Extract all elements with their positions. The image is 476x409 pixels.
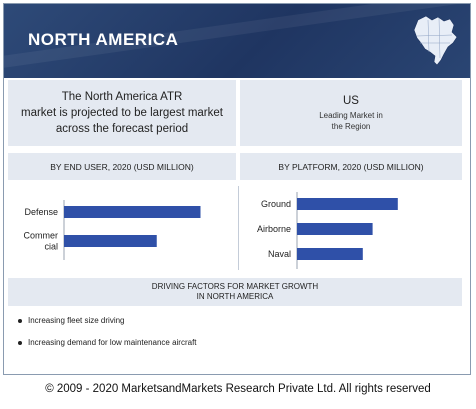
bullet-icon [18, 319, 22, 323]
driving-factors-header: DRIVING FACTORS FOR MARKET GROWTH IN NOR… [8, 278, 462, 306]
headline-panel: The North America ATR market is projecte… [8, 80, 236, 146]
category-label-airborne: Airborne [257, 224, 291, 234]
bar-commercial [64, 235, 157, 247]
factor-text: Increasing fleet size driving [28, 316, 125, 325]
leading-market-panel: US Leading Market in the Region [240, 80, 462, 146]
factor-item: Increasing demand for low maintenance ai… [18, 338, 458, 360]
bullet-icon [18, 341, 22, 345]
end-user-bar-chart: Defense Commer cial [23, 200, 201, 260]
infographic-frame: NORTH AMERICA [3, 3, 471, 375]
factor-text: Increasing demand for low maintenance ai… [28, 338, 197, 347]
category-label-defense: Defense [24, 207, 58, 217]
platform-subtitle: BY PLATFORM, 2020 (USD MILLION) [240, 153, 462, 180]
headline-line-3: across the forecast period [55, 123, 189, 135]
factor-item: Increasing fleet size driving [18, 316, 458, 338]
region-title: NORTH AMERICA [28, 30, 179, 49]
leading-description: Leading Market in the Region [319, 110, 383, 132]
bar-naval [297, 248, 363, 260]
bar-ground [297, 198, 398, 210]
category-label-naval: Naval [268, 249, 291, 259]
header-banner: NORTH AMERICA [4, 4, 470, 78]
leading-country: US [343, 94, 359, 107]
leading-description-line-2: the Region [331, 121, 371, 131]
end-user-subtitle: BY END USER, 2020 (USD MILLION) [8, 153, 236, 180]
leading-description-line-1: Leading Market in [319, 110, 383, 120]
north-america-map-icon [413, 15, 458, 66]
bar-airborne [297, 223, 373, 235]
driving-factors-title-1: DRIVING FACTORS FOR MARKET GROWTH [151, 282, 319, 291]
copyright-notice: © 2009 - 2020 MarketsandMarkets Research… [45, 383, 431, 395]
chart-divider [238, 186, 239, 270]
headline-line-1: The North America ATR [61, 91, 183, 103]
headline-line-2: market is projected to be largest market [21, 107, 223, 119]
platform-bar-chart: Ground Airborne Naval [257, 192, 398, 269]
category-label-ground: Ground [261, 199, 291, 209]
category-label-commercial: Commer cial [23, 231, 58, 252]
bar-defense [64, 206, 201, 218]
driving-factors-list: Increasing fleet size driving Increasing… [18, 316, 458, 360]
driving-factors-title-2: IN NORTH AMERICA [196, 292, 274, 301]
